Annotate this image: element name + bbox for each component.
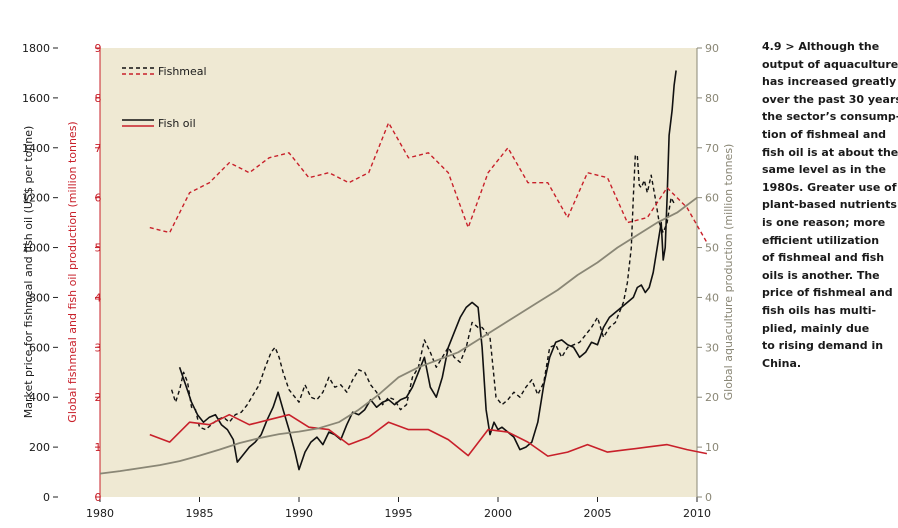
caption-line: 1980s. Greater use of [762, 180, 897, 194]
x-tick-label: 1995 [385, 507, 413, 520]
price-tick-label: 0 [43, 491, 50, 504]
production-axis-title: Global fishmeal and fish oil production … [66, 121, 79, 422]
production-tick-label: 3 [95, 341, 102, 354]
caption-line: 4.9 > Although the [762, 40, 880, 53]
x-tick-label: 1985 [186, 507, 214, 520]
legend-label: Fishmeal [158, 65, 207, 78]
caption-line: to rising demand in [762, 339, 884, 353]
caption-line: tion of fishmeal and [762, 127, 887, 141]
production-tick-label: 6 [95, 192, 102, 205]
price-tick-label: 1000 [22, 242, 50, 255]
price-tick-label: 1200 [22, 192, 50, 205]
price-tick-label: 1800 [22, 42, 50, 55]
series-lines [99, 70, 708, 475]
aquaculture-axis-title: Global aquaculture production (million t… [722, 144, 735, 401]
aquaculture-tick-label: 50 [705, 242, 719, 255]
caption-line: plant-based nutrients [762, 198, 897, 212]
aquaculture-tick-label: 30 [705, 341, 719, 354]
caption-line: oils is another. The [762, 268, 880, 282]
fishmeal-production-line [149, 122, 708, 243]
production-tick-label: 4 [95, 291, 102, 304]
x-tick-label: 2005 [584, 507, 612, 520]
price-tick-label: 1400 [22, 142, 50, 155]
price-tick-label: 600 [29, 341, 50, 354]
axis-labels: 1980 1985 1990 1995 2000 2005 2010020040060080… [22, 42, 735, 520]
price-tick-label: 800 [29, 291, 50, 304]
aquaculture-tick-label: 60 [705, 192, 719, 205]
fish-oil-price-line [178, 70, 677, 471]
caption-line: over the past 30 years, [762, 92, 898, 106]
aquaculture-tick-label: 80 [705, 92, 719, 105]
legend-label: Fish oil [158, 117, 196, 130]
tick-marks [53, 47, 702, 502]
caption-line: efficient utilization [762, 233, 880, 247]
fishmeal-price-line [170, 154, 676, 431]
caption-line: price of fishmeal and [762, 286, 893, 300]
production-tick-label: 5 [95, 242, 102, 255]
caption-line: fish oil is at about the [762, 145, 898, 159]
aquaculture-tick-label: 40 [705, 291, 719, 304]
caption-line: of fishmeal and fish [762, 251, 885, 265]
aquaculture-tick-label: 20 [705, 391, 719, 404]
price-axis-title: Market price for fishmeal and fish oil (… [22, 126, 35, 419]
caption-line: the sector’s consump- [762, 110, 898, 124]
production-tick-label: 1 [95, 441, 102, 454]
production-tick-label: 9 [95, 42, 102, 55]
x-tick-label: 2010 [683, 507, 711, 520]
price-tick-label: 1600 [22, 92, 50, 105]
production-tick-label: 0 [95, 491, 102, 504]
plot-background [100, 48, 697, 497]
caption-line: output of aquaculture [762, 57, 898, 71]
production-tick-label: 8 [95, 92, 102, 105]
x-tick-label: 2000 [484, 507, 512, 520]
aquaculture-tick-label: 10 [705, 441, 719, 454]
caption-line: fish oils has multi- [762, 303, 877, 317]
aquaculture-production-line [99, 196, 698, 475]
caption-line: is one reason; more [762, 215, 886, 229]
price-tick-label: 400 [29, 391, 50, 404]
caption-line: China. [762, 356, 802, 370]
aquaculture-tick-label: 90 [705, 42, 719, 55]
caption-line: same level as in the [762, 163, 886, 177]
x-tick-label: 1990 [285, 507, 313, 520]
aquaculture-tick-label: 70 [705, 142, 719, 155]
figure-caption: 4.9 > Although the output of aquaculture h… [762, 38, 898, 372]
aquaculture-tick-label: 0 [705, 491, 712, 504]
caption-line: has increased greatly [762, 75, 897, 89]
fish-oil-production-line [149, 413, 708, 457]
production-tick-label: 2 [95, 391, 102, 404]
x-tick-label: 1980 [86, 507, 114, 520]
production-tick-label: 7 [95, 142, 102, 155]
caption-line: plied, mainly due [762, 321, 870, 335]
price-tick-label: 200 [29, 441, 50, 454]
legend: Fishmeal Fish oil [122, 65, 207, 130]
